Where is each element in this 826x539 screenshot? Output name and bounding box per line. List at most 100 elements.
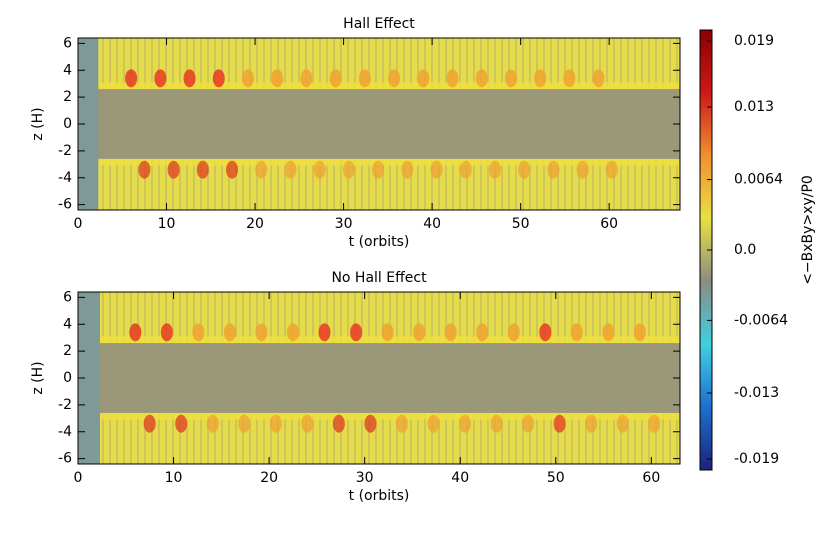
y-tick-label: 4 <box>63 62 72 78</box>
blob <box>143 414 156 433</box>
y-tick-label: -2 <box>58 143 72 159</box>
x-tick-label: 10 <box>158 216 176 232</box>
band-edge <box>78 412 680 420</box>
x-tick-label: 60 <box>642 470 660 486</box>
blob <box>226 160 239 179</box>
blob <box>490 414 503 433</box>
blob <box>300 69 313 88</box>
blob <box>444 323 457 342</box>
blob <box>576 160 589 179</box>
blob <box>241 69 254 88</box>
blob <box>522 414 535 433</box>
band-edge <box>78 82 680 90</box>
blob <box>192 323 205 342</box>
y-axis-label: z (H) <box>30 361 46 394</box>
early <box>78 292 100 464</box>
x-tick-label: 30 <box>335 216 353 232</box>
y-tick-label: -6 <box>58 197 72 213</box>
colorbar-tick-label: 0.0 <box>734 242 756 258</box>
blob <box>160 323 173 342</box>
colorbar-tick-label: -0.013 <box>734 385 779 401</box>
blob <box>129 323 142 342</box>
blob <box>358 69 371 88</box>
blob <box>212 69 225 88</box>
blob <box>539 323 552 342</box>
blob <box>301 414 314 433</box>
blob <box>488 160 501 179</box>
y-tick-label: -6 <box>58 451 72 467</box>
colorbar-label: <−BxBy>xy/P0 <box>800 175 816 285</box>
x-tick-label: 10 <box>165 470 183 486</box>
heatmap-field <box>78 38 680 210</box>
blob <box>372 160 385 179</box>
blob <box>459 414 471 433</box>
x-tick-label: 20 <box>260 470 278 486</box>
y-tick-label: 0 <box>63 370 72 386</box>
y-axis-label: z (H) <box>30 107 46 140</box>
colorbar-tick-label: -0.0064 <box>734 312 788 328</box>
blob <box>196 160 209 179</box>
blob <box>313 160 326 179</box>
x-tick-label: 60 <box>600 216 618 232</box>
y-tick-label: 2 <box>63 89 72 105</box>
blob <box>475 69 488 88</box>
blob <box>504 69 517 88</box>
band-fade <box>78 89 680 159</box>
x-tick-label: 20 <box>246 216 264 232</box>
blob <box>223 323 236 342</box>
blob <box>430 160 443 179</box>
blob <box>154 69 167 88</box>
heatmap-field <box>78 292 680 464</box>
blob <box>417 69 430 88</box>
blob <box>269 414 282 433</box>
x-tick-label: 0 <box>74 470 83 486</box>
blob <box>255 323 268 342</box>
blob <box>616 414 629 433</box>
blob <box>401 160 414 179</box>
x-tick-label: 40 <box>451 470 469 486</box>
blob <box>183 69 196 88</box>
y-tick-label: 0 <box>63 116 72 132</box>
blob <box>284 160 297 179</box>
x-tick-label: 50 <box>547 470 565 486</box>
blob <box>167 160 180 179</box>
x-axis-label: t (orbits) <box>349 488 410 504</box>
blob <box>364 414 377 433</box>
y-tick-label: -2 <box>58 397 72 413</box>
band <box>78 38 680 90</box>
blob <box>206 414 219 433</box>
blob <box>446 69 459 88</box>
blob <box>175 414 188 433</box>
colorbar-tick-label: -0.019 <box>734 451 779 467</box>
blob <box>553 414 566 433</box>
blob <box>602 323 615 342</box>
blob <box>238 414 251 433</box>
blob <box>332 414 345 433</box>
blob <box>459 160 472 179</box>
blob <box>255 160 268 179</box>
blob <box>605 160 618 179</box>
blob <box>585 414 598 433</box>
blob <box>329 69 342 88</box>
chart-title: No Hall Effect <box>331 270 427 286</box>
blob <box>413 323 426 342</box>
blob <box>427 414 440 433</box>
y-tick-label: 4 <box>63 316 72 332</box>
blob <box>388 69 401 88</box>
blob <box>395 414 408 433</box>
blob <box>547 160 560 179</box>
y-tick-label: 6 <box>63 289 72 305</box>
x-tick-label: 0 <box>74 216 83 232</box>
colorbar-tick-label: 0.0064 <box>734 172 783 188</box>
blob <box>570 323 583 342</box>
blob <box>350 323 363 342</box>
chart-title: Hall Effect <box>343 16 415 32</box>
y-tick-label: -4 <box>58 170 72 186</box>
x-tick-label: 40 <box>423 216 441 232</box>
x-axis-label: t (orbits) <box>349 234 410 250</box>
blob <box>534 69 547 88</box>
blob <box>518 160 531 179</box>
blob <box>507 323 520 342</box>
y-tick-label: -4 <box>58 424 72 440</box>
